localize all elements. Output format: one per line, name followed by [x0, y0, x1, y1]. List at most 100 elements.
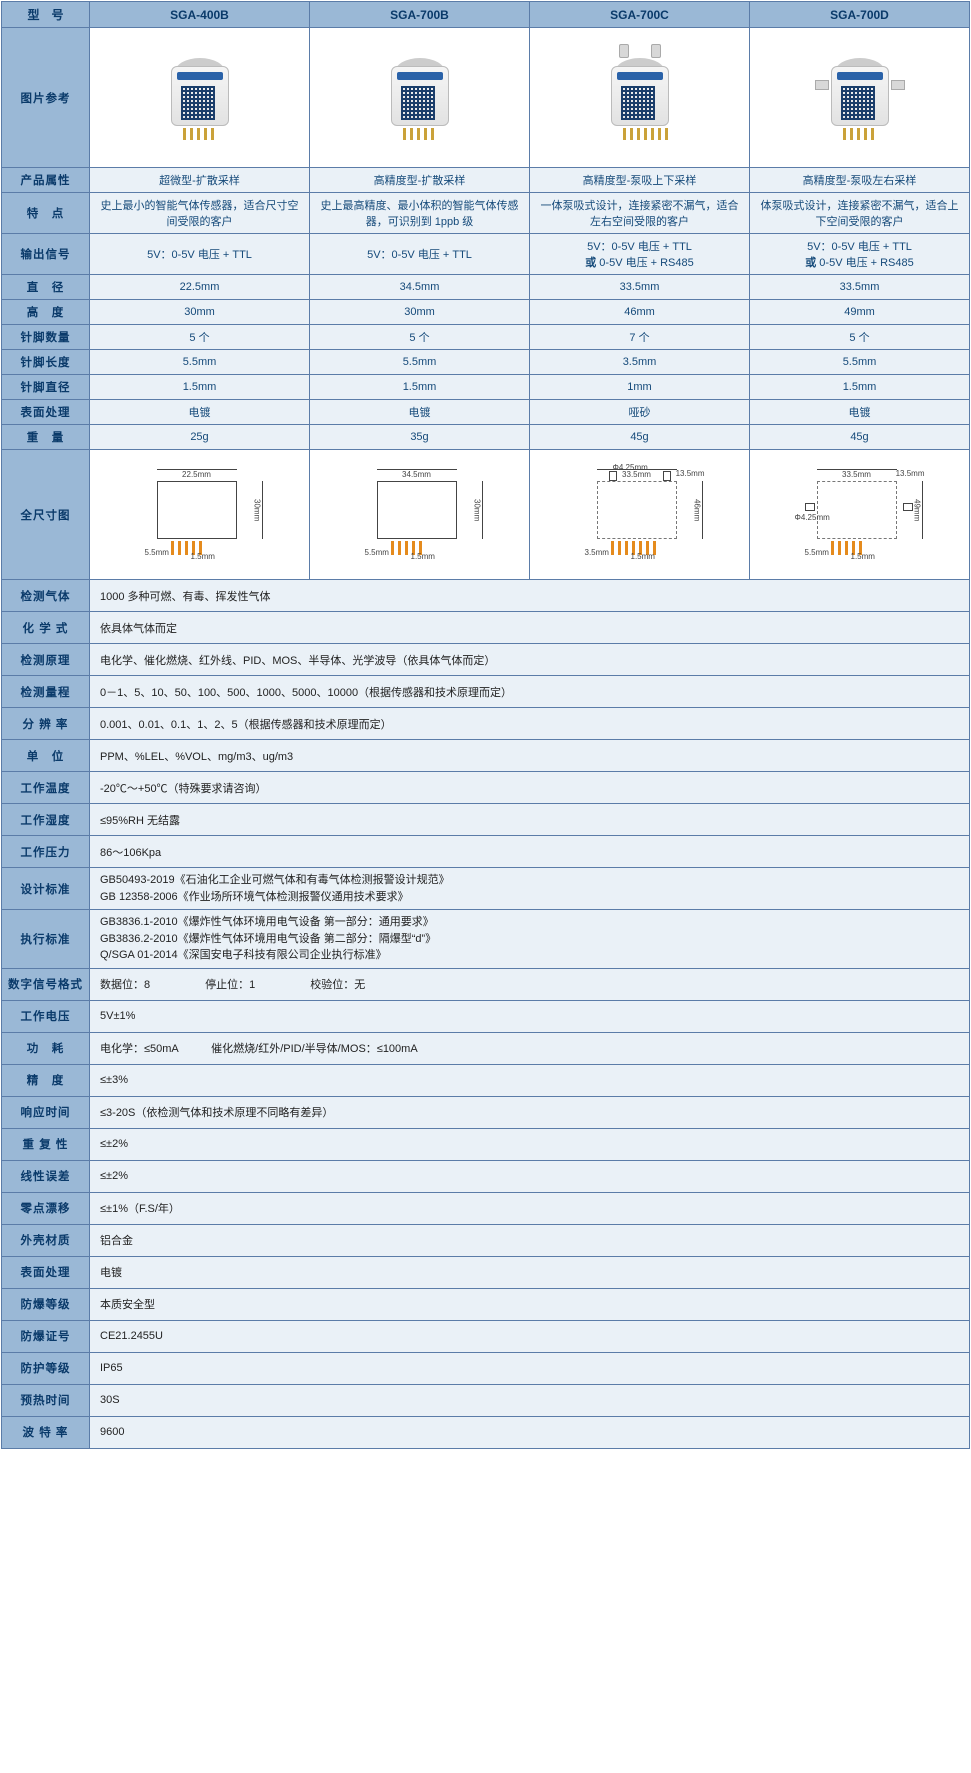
data-cell-full: 0.001、0.01、0.1、1、2、5（根据传感器和技术原理而定） — [90, 708, 970, 740]
data-cell-full: -20℃～+50℃（特殊要求请咨询） — [90, 772, 970, 804]
header-col-3: SGA-700D — [750, 2, 970, 28]
data-cell: 33.5mm — [750, 275, 970, 300]
product-image — [385, 52, 455, 140]
data-cell-full: IP65 — [90, 1352, 970, 1384]
data-cell: 超微型-扩散采样 — [90, 168, 310, 193]
product-image — [605, 52, 675, 140]
row-label: 高 度 — [2, 300, 90, 325]
data-cell-full: 电镀 — [90, 1256, 970, 1288]
table-row: 检测量程 0－1、5、10、50、100、500、1000、5000、10000… — [2, 676, 970, 708]
row-label: 针脚数量 — [2, 325, 90, 350]
table-row: 针脚直径1.5mm1.5mm1mm1.5mm — [2, 375, 970, 400]
data-cell-full: GB3836.1-2010《爆炸性气体环境用电气设备 第一部分：通用要求》GB3… — [90, 910, 970, 969]
data-cell: 高精度型-泵吸左右采样 — [750, 168, 970, 193]
data-cell: 电镀 — [90, 400, 310, 425]
data-cell-full: 1000 多种可燃、有毒、挥发性气体 — [90, 580, 970, 612]
dimension-diagram: 33.5mm 46mm Φ4.25mm13.5mm 3.5mm1.5mm — [575, 465, 705, 561]
data-cell: 5.5mm — [750, 350, 970, 375]
table-row: 外壳材质 铝合金 — [2, 1224, 970, 1256]
row-label: 工作电压 — [2, 1000, 90, 1032]
row-label: 响应时间 — [2, 1096, 90, 1128]
data-cell-full: 0－1、5、10、50、100、500、1000、5000、10000（根据传感… — [90, 676, 970, 708]
data-cell: 1.5mm — [90, 375, 310, 400]
qr-code — [181, 86, 215, 120]
brand-logo — [837, 72, 883, 80]
table-row: 特 点史上最小的智能气体传感器，适合尺寸空间受限的客户史上最高精度、最小体积的智… — [2, 193, 970, 234]
row-label: 防爆等级 — [2, 1288, 90, 1320]
table-row: 重 量25g35g45g45g — [2, 425, 970, 450]
row-label: 表面处理 — [2, 400, 90, 425]
table-row: 重 复 性 ≤±2% — [2, 1128, 970, 1160]
table-row: 针脚长度5.5mm5.5mm3.5mm5.5mm — [2, 350, 970, 375]
row-label: 精 度 — [2, 1064, 90, 1096]
data-cell-full: ≤±2% — [90, 1160, 970, 1192]
data-cell: 34.5mm — [310, 275, 530, 300]
row-label: 防护等级 — [2, 1352, 90, 1384]
row-label: 针脚直径 — [2, 375, 90, 400]
row-label: 直 径 — [2, 275, 90, 300]
row-label: 表面处理 — [2, 1256, 90, 1288]
table-row: 全尺寸图 22.5mm 30mm 5.5mm1.5mm 34.5mm 30mm … — [2, 450, 970, 580]
data-cell: 电镀 — [750, 400, 970, 425]
table-row: 表面处理电镀电镀哑砂电镀 — [2, 400, 970, 425]
data-cell: 5 个 — [750, 325, 970, 350]
data-cell: 5V：0-5V 电压 + TTL或 0-5V 电压 + RS485 — [750, 234, 970, 275]
data-cell: 33.5mm — [530, 275, 750, 300]
row-label: 检测气体 — [2, 580, 90, 612]
brand-logo — [177, 72, 223, 80]
table-row: 精 度 ≤±3% — [2, 1064, 970, 1096]
table-row: 防爆证号 CE21.2455U — [2, 1320, 970, 1352]
data-cell: 电镀 — [310, 400, 530, 425]
data-cell: 5.5mm — [90, 350, 310, 375]
table-row: 预热时间 30S — [2, 1384, 970, 1416]
table-row: 化 学 式 依具体气体而定 — [2, 612, 970, 644]
data-cell: 5 个 — [310, 325, 530, 350]
row-label: 预热时间 — [2, 1384, 90, 1416]
data-cell-full: ≤3-20S（依检测气体和技术原理不同略有差异） — [90, 1096, 970, 1128]
data-cell-full: 5V±1% — [90, 1000, 970, 1032]
dimension-diagram: 34.5mm 30mm 5.5mm1.5mm — [355, 465, 485, 561]
header-model: 型 号 — [2, 2, 90, 28]
row-label: 线性误差 — [2, 1160, 90, 1192]
row-label: 分 辨 率 — [2, 708, 90, 740]
data-cell-full: 本质安全型 — [90, 1288, 970, 1320]
product-image — [165, 52, 235, 140]
row-label: 工作温度 — [2, 772, 90, 804]
row-label: 波 特 率 — [2, 1416, 90, 1448]
data-cell: 史上最小的智能气体传感器，适合尺寸空间受限的客户 — [90, 193, 310, 234]
qr-code — [841, 86, 875, 120]
header-col-2: SGA-700C — [530, 2, 750, 28]
data-cell-full: 电化学、催化燃烧、红外线、PID、MOS、半导体、光学波导（依具体气体而定） — [90, 644, 970, 676]
data-cell: 1.5mm — [310, 375, 530, 400]
row-label: 外壳材质 — [2, 1224, 90, 1256]
data-cell-full: ≤±3% — [90, 1064, 970, 1096]
row-label: 数字信号格式 — [2, 968, 90, 1000]
data-cell: 一体泵吸式设计，连接紧密不漏气，适合左右空间受限的客户 — [530, 193, 750, 234]
data-cell: 体泵吸式设计，连接紧密不漏气，适合上下空间受限的客户 — [750, 193, 970, 234]
data-cell: 哑砂 — [530, 400, 750, 425]
data-cell: 1.5mm — [750, 375, 970, 400]
table-row: 图片参考 — [2, 28, 970, 168]
data-cell: 5 个 — [90, 325, 310, 350]
data-cell: 49mm — [750, 300, 970, 325]
table-row: 针脚数量5 个5 个7 个5 个 — [2, 325, 970, 350]
data-cell: 1mm — [530, 375, 750, 400]
table-row: 防爆等级 本质安全型 — [2, 1288, 970, 1320]
table-row: 功 耗 电化学：≤50mA 催化燃烧/红外/PID/半导体/MOS：≤100mA — [2, 1032, 970, 1064]
data-cell: 5V：0-5V 电压 + TTL — [310, 234, 530, 275]
row-label: 产品属性 — [2, 168, 90, 193]
table-row: 直 径22.5mm34.5mm33.5mm33.5mm — [2, 275, 970, 300]
qr-code — [401, 86, 435, 120]
table-row: 工作湿度 ≤95%RH 无结露 — [2, 804, 970, 836]
header-col-1: SGA-700B — [310, 2, 530, 28]
row-label: 设计标准 — [2, 868, 90, 910]
table-row: 工作温度 -20℃～+50℃（特殊要求请咨询） — [2, 772, 970, 804]
table-row: 分 辨 率 0.001、0.01、0.1、1、2、5（根据传感器和技术原理而定） — [2, 708, 970, 740]
data-cell-full: 30S — [90, 1384, 970, 1416]
table-row: 产品属性超微型-扩散采样高精度型-扩散采样高精度型-泵吸上下采样高精度型-泵吸左… — [2, 168, 970, 193]
data-cell: 45g — [750, 425, 970, 450]
row-label: 全尺寸图 — [2, 450, 90, 580]
data-cell: 5V：0-5V 电压 + TTL — [90, 234, 310, 275]
header-col-0: SGA-400B — [90, 2, 310, 28]
data-cell: 史上最高精度、最小体积的智能气体传感器，可识别到 1ppb 级 — [310, 193, 530, 234]
